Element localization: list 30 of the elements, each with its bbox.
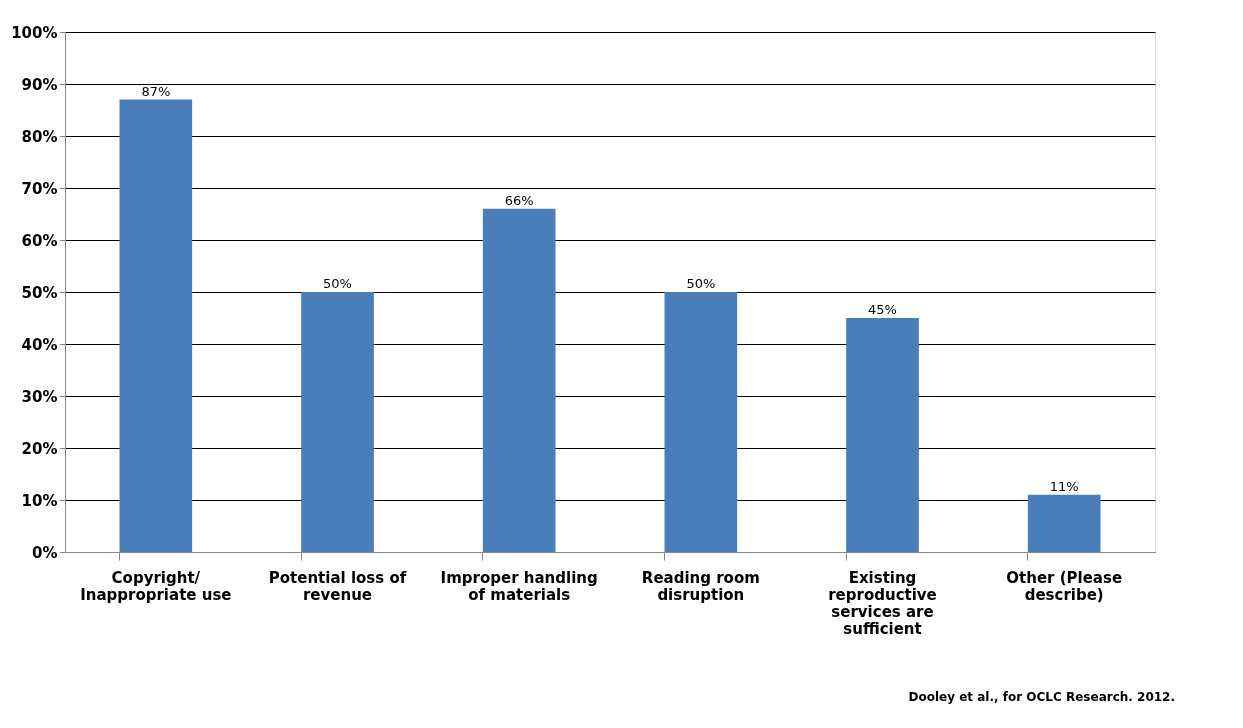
bar bbox=[846, 318, 919, 552]
data-label: 66% bbox=[504, 192, 534, 208]
data-label: 50% bbox=[323, 276, 352, 291]
y-tick-label: 70% bbox=[21, 179, 58, 198]
bar bbox=[664, 292, 738, 552]
data-label: 50% bbox=[686, 276, 716, 291]
bar bbox=[482, 208, 556, 552]
x-tick-label: Reading room disruption bbox=[641, 568, 760, 604]
bar bbox=[119, 99, 193, 552]
y-tick-label: 20% bbox=[21, 439, 58, 458]
x-tick-label: Existing reproductive services are sufficient bbox=[828, 568, 937, 638]
y-tick-label: 80% bbox=[21, 127, 58, 146]
y-tick-label: 100% bbox=[11, 23, 58, 42]
x-tick-label: Other (Please describe) bbox=[1006, 568, 1123, 604]
x-tick-label: Potential loss of revenue bbox=[268, 568, 407, 604]
y-tick-label: 30% bbox=[21, 387, 58, 406]
bar bbox=[301, 292, 374, 552]
y-tick-label: 10% bbox=[21, 491, 58, 510]
y-tick-label: 50% bbox=[21, 283, 58, 302]
data-label: 87% bbox=[141, 83, 171, 99]
x-tick-label: Improper handling of materials bbox=[440, 568, 598, 604]
data-label: 45% bbox=[868, 302, 897, 317]
data-label: 11% bbox=[1049, 478, 1079, 494]
y-tick-label: 90% bbox=[21, 75, 58, 94]
y-tick-label: 0% bbox=[32, 543, 58, 562]
y-tick-label: 40% bbox=[21, 335, 58, 354]
bar bbox=[1027, 494, 1101, 552]
y-tick-label: 60% bbox=[21, 231, 58, 250]
text: Dooley et al., for OCLC Research. 2012. bbox=[908, 690, 1175, 704]
x-tick-label: Copyright/ Inappropriate use bbox=[80, 568, 232, 604]
